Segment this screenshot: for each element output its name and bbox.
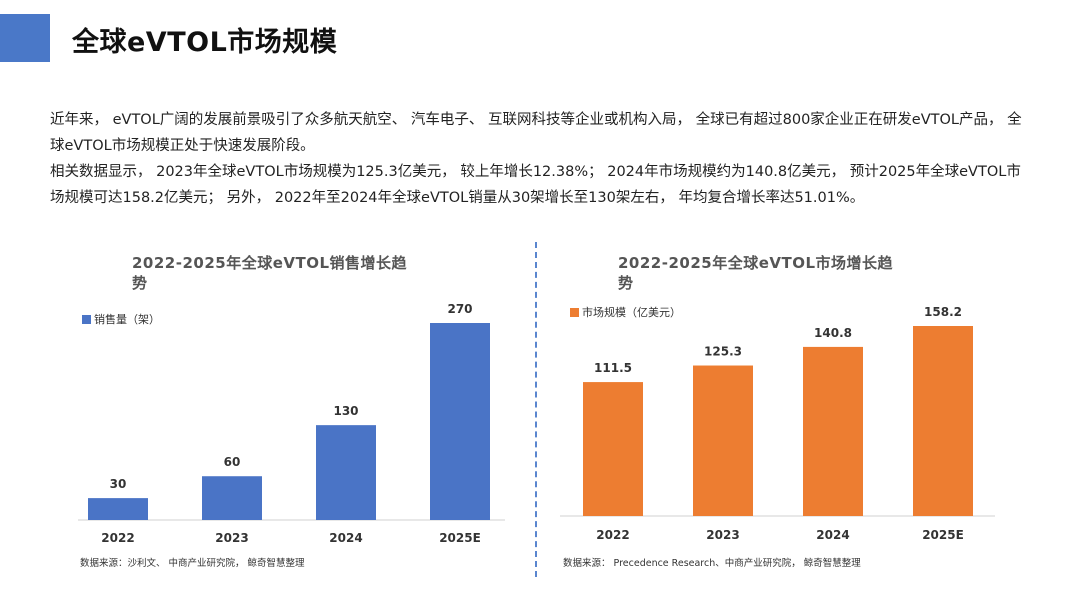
intro-paragraph-2: 相关数据显示， 2023年全球eVTOL市场规模为125.3亿美元， 较上年增长… [50,164,1021,206]
legend-swatch [82,314,91,324]
left-data-label-2025E: 270 [447,302,472,316]
right-data-label-2022: 111.5 [594,361,632,375]
right-bar-2024 [803,346,863,516]
title-accent-block [0,14,50,62]
right-legend-label: 市场规模（亿美元） [582,306,681,319]
left-data-label-2022: 30 [110,477,127,491]
left-legend-label: 销售量（架） [94,313,160,326]
intro-text: 近年来， eVTOL广阔的发展前景吸引了众多航天航空、 汽车电子、 互联网科技等… [50,107,1035,211]
right-bar-2025E [913,326,973,516]
left-category-label-2025E: 2025E [439,531,481,545]
right-data-label-2024: 140.8 [814,326,852,340]
legend-swatch [570,307,579,317]
left-category-label-2024: 2024 [329,531,362,545]
left-category-label-2022: 2022 [101,531,134,545]
left-bar-2025E [430,323,490,520]
left-chart-title: 2022-2025年全球eVTOL销售增长趋 势 [132,253,407,293]
page-title: 全球eVTOL市场规模 [72,27,338,58]
chart-divider [535,242,537,577]
right-chart-legend: 市场规模（亿美元） [570,304,681,320]
left-chart-source: 数据来源：沙利文、 中商产业研究院， 鲸奇智慧整理 [80,558,305,569]
intro-paragraph-1: 近年来， eVTOL广阔的发展前景吸引了众多航天航空、 汽车电子、 互联网科技等… [50,112,1022,154]
left-data-label-2023: 60 [224,455,241,469]
right-category-label-2024: 2024 [816,528,849,542]
left-category-label-2023: 2023 [215,531,248,545]
right-data-label-2025E: 158.2 [924,305,962,319]
left-chart-title-line1: 2022-2025年全球eVTOL销售增长趋 [132,254,408,272]
left-bar-2022 [88,498,148,520]
left-bar-2024 [316,425,376,520]
right-category-label-2023: 2023 [706,528,739,542]
right-chart-title: 2022-2025年全球eVTOL市场增长趋 势 [618,253,893,293]
right-category-label-2025E: 2025E [922,528,964,542]
right-chart-title-line1: 2022-2025年全球eVTOL市场增长趋 [618,254,894,272]
left-chart-title-line2: 势 [132,274,148,292]
right-chart-title-line2: 势 [618,274,634,292]
right-bar-2023 [693,365,753,516]
right-bar-2022 [583,382,643,516]
right-chart-source: 数据来源： Precedence Research、中商产业研究院， 鲸奇智慧整… [563,558,861,569]
left-data-label-2024: 130 [333,404,358,418]
right-category-label-2022: 2022 [596,528,629,542]
left-bar-2023 [202,476,262,520]
left-chart-legend: 销售量（架） [82,311,160,327]
right-data-label-2023: 125.3 [704,345,742,359]
